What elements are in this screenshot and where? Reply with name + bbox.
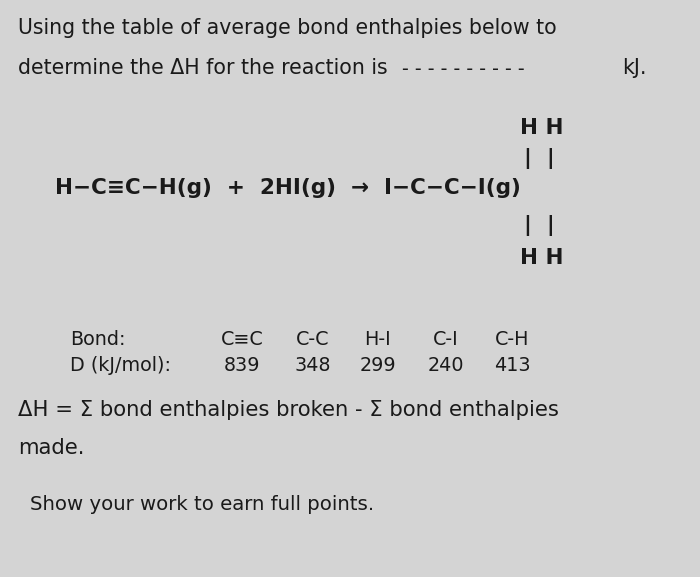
Text: 839: 839 [224, 356, 260, 375]
Text: 299: 299 [360, 356, 396, 375]
Text: - - - - - - - - - -: - - - - - - - - - - [402, 60, 524, 79]
Text: ΔH = Σ bond enthalpies broken - Σ bond enthalpies: ΔH = Σ bond enthalpies broken - Σ bond e… [18, 400, 559, 420]
Text: C-I: C-I [433, 330, 459, 349]
Text: D (kJ/mol):: D (kJ/mol): [70, 356, 171, 375]
Text: Show your work to earn full points.: Show your work to earn full points. [30, 495, 374, 514]
Text: 240: 240 [428, 356, 464, 375]
Text: C-C: C-C [296, 330, 330, 349]
Text: 348: 348 [295, 356, 331, 375]
Text: kJ.: kJ. [622, 58, 647, 78]
Text: H−C≡C−H(g)  +  2HI(g)  →  I−C−C−I(g): H−C≡C−H(g) + 2HI(g) → I−C−C−I(g) [55, 178, 521, 198]
Text: 413: 413 [494, 356, 531, 375]
Text: determine the ΔH for the reaction is: determine the ΔH for the reaction is [18, 58, 388, 78]
Text: C≡C: C≡C [220, 330, 263, 349]
Text: C-H: C-H [495, 330, 529, 349]
Text: |  |: | | [524, 215, 554, 236]
Text: Using the table of average bond enthalpies below to: Using the table of average bond enthalpi… [18, 18, 557, 38]
Text: H H: H H [520, 118, 564, 138]
Text: Bond:: Bond: [70, 330, 125, 349]
Text: |  |: | | [524, 148, 554, 169]
Text: made.: made. [18, 438, 85, 458]
Text: H H: H H [520, 248, 564, 268]
Text: H-I: H-I [365, 330, 391, 349]
